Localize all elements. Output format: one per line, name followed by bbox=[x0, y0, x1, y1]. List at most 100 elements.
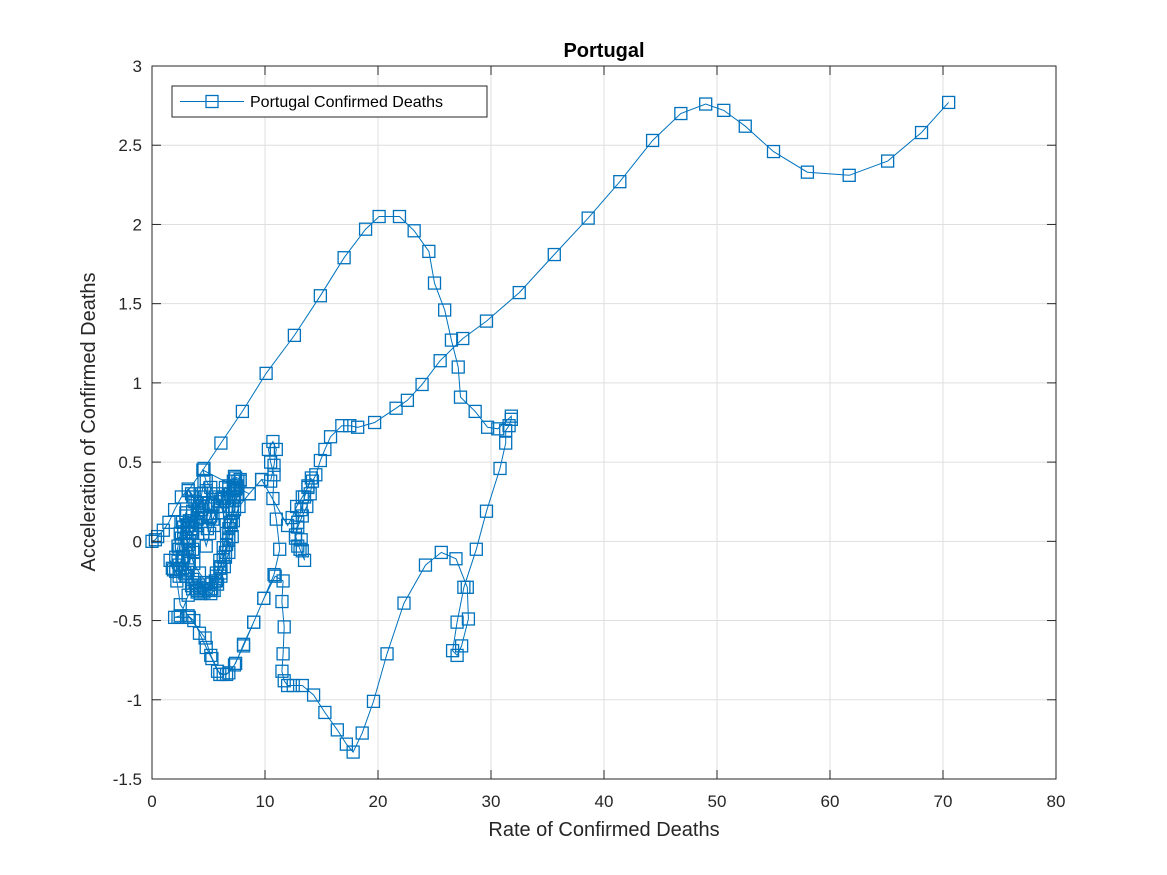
data-point bbox=[295, 678, 309, 693]
data-point bbox=[182, 544, 196, 558]
data-point bbox=[880, 154, 895, 168]
data-point bbox=[187, 613, 201, 628]
data-point bbox=[216, 541, 230, 555]
data-point bbox=[504, 409, 518, 423]
data-point bbox=[469, 542, 483, 556]
data-point bbox=[219, 537, 234, 552]
data-point bbox=[277, 620, 291, 634]
data-point bbox=[339, 737, 354, 751]
data-point bbox=[222, 482, 236, 496]
x-tick-label: 70 bbox=[934, 792, 953, 811]
data-point bbox=[199, 474, 213, 488]
data-point bbox=[453, 390, 468, 404]
data-point bbox=[162, 515, 176, 529]
data-point bbox=[277, 674, 291, 688]
x-tick-label: 60 bbox=[821, 792, 840, 811]
data-point bbox=[450, 648, 464, 663]
data-point bbox=[280, 518, 295, 533]
data-point bbox=[293, 542, 307, 556]
data-point bbox=[499, 436, 513, 450]
data-point bbox=[842, 168, 856, 182]
data-point bbox=[422, 244, 436, 259]
data-point bbox=[228, 482, 243, 496]
data-point bbox=[766, 144, 781, 159]
data-point bbox=[275, 664, 289, 678]
data-point bbox=[449, 552, 463, 566]
data-point bbox=[438, 303, 452, 317]
x-tick-label: 50 bbox=[708, 792, 727, 811]
data-point bbox=[199, 539, 213, 553]
legend-label: Portugal Confirmed Deaths bbox=[250, 94, 443, 111]
data-point bbox=[418, 558, 433, 572]
data-point bbox=[171, 610, 185, 625]
data-point bbox=[372, 209, 386, 224]
data-point bbox=[581, 211, 595, 225]
data-point bbox=[180, 531, 194, 545]
x-tick-label: 40 bbox=[595, 792, 614, 811]
data-point bbox=[335, 419, 349, 433]
legend: Portugal Confirmed Deaths bbox=[171, 85, 488, 118]
data-point bbox=[216, 550, 230, 564]
data-point bbox=[914, 125, 929, 140]
data-point bbox=[226, 474, 241, 488]
data-point bbox=[480, 420, 495, 434]
data-point bbox=[291, 520, 305, 534]
data-point bbox=[219, 526, 234, 541]
data-point bbox=[148, 533, 163, 547]
data-point bbox=[645, 133, 660, 148]
y-tick-label: 0.5 bbox=[118, 453, 142, 472]
x-axis-label: Rate of Confirmed Deaths bbox=[488, 819, 719, 841]
data-point bbox=[197, 461, 211, 476]
x-tick-label: 80 bbox=[1047, 792, 1066, 811]
data-point bbox=[297, 553, 312, 567]
data-point bbox=[461, 612, 476, 626]
data-point bbox=[226, 514, 241, 528]
data-point bbox=[454, 639, 469, 653]
data-point bbox=[266, 491, 280, 506]
data-point bbox=[213, 499, 227, 514]
ticks bbox=[151, 65, 1057, 780]
data-point bbox=[188, 575, 202, 590]
data-point bbox=[397, 596, 411, 610]
data-point bbox=[468, 404, 482, 419]
data-point bbox=[209, 566, 224, 580]
data-point bbox=[457, 580, 471, 594]
data-point bbox=[300, 499, 314, 514]
data-point bbox=[208, 490, 222, 504]
y-tick-label: 2 bbox=[133, 215, 142, 234]
data-point bbox=[201, 583, 216, 598]
data-point bbox=[198, 631, 212, 645]
chart-title: Portugal bbox=[563, 40, 644, 62]
data-point bbox=[213, 561, 227, 575]
data-point bbox=[512, 285, 526, 300]
y-tick-label: -0.5 bbox=[113, 612, 142, 631]
data-point bbox=[491, 422, 505, 436]
data-point bbox=[309, 468, 323, 482]
data-point bbox=[263, 474, 278, 488]
data-point bbox=[267, 458, 281, 472]
data-point bbox=[313, 289, 328, 303]
data-point bbox=[367, 415, 382, 430]
data-point bbox=[674, 106, 688, 121]
data-point bbox=[318, 442, 332, 457]
data-point bbox=[547, 247, 561, 262]
data-point bbox=[228, 471, 243, 485]
data-point bbox=[318, 705, 332, 720]
data-point bbox=[355, 726, 369, 740]
data-point bbox=[450, 615, 464, 629]
data-point bbox=[171, 553, 185, 567]
y-tick-label: 1.5 bbox=[118, 295, 142, 314]
y-tick-label: 0 bbox=[133, 532, 142, 551]
data-point bbox=[444, 333, 459, 347]
data-point bbox=[389, 401, 403, 415]
data-point bbox=[268, 569, 282, 583]
data-point bbox=[451, 360, 465, 374]
data-point bbox=[257, 591, 271, 606]
data-point bbox=[173, 598, 187, 612]
data-point bbox=[392, 209, 407, 224]
data-point bbox=[738, 119, 752, 133]
data-point bbox=[479, 314, 494, 328]
data-point bbox=[242, 487, 256, 501]
data-point bbox=[222, 522, 236, 536]
